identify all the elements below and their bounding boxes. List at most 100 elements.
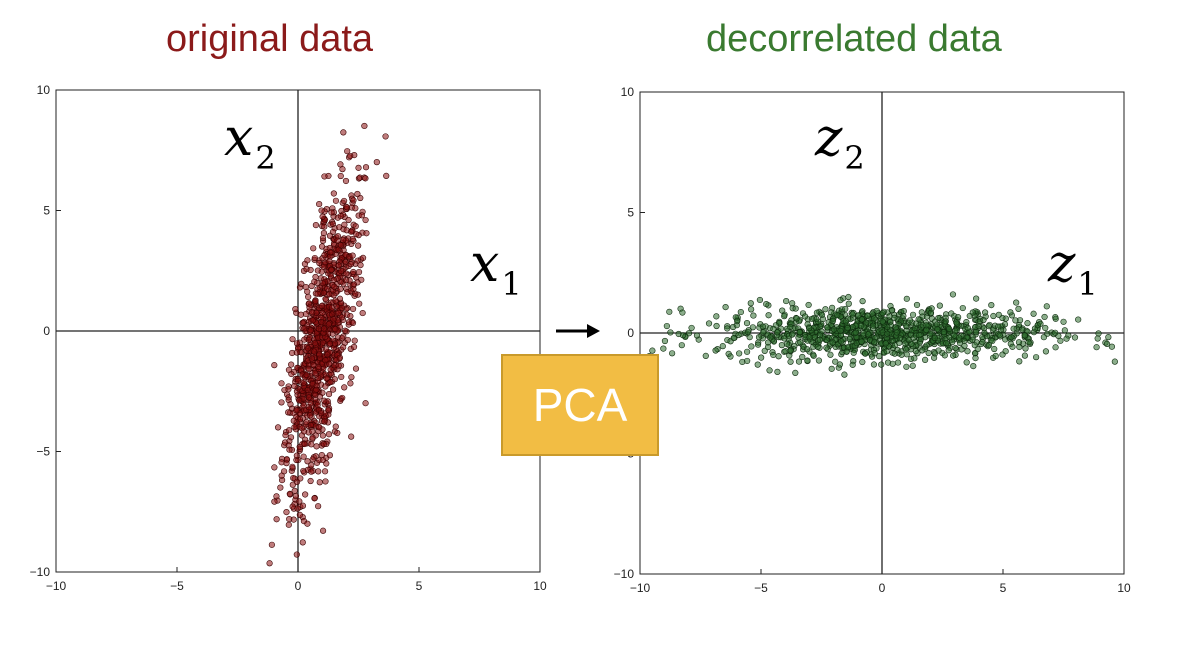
right-data-point bbox=[943, 339, 950, 347]
right-data-point bbox=[797, 339, 804, 346]
left-data-point bbox=[321, 397, 328, 404]
left-data-point bbox=[342, 277, 350, 284]
right-data-point bbox=[688, 324, 695, 332]
right-data-point bbox=[883, 348, 890, 355]
right-data-point bbox=[903, 327, 910, 334]
right-data-point bbox=[975, 322, 982, 330]
right-data-point bbox=[913, 301, 921, 309]
right-data-point bbox=[763, 300, 770, 308]
right-data-point bbox=[1042, 324, 1049, 332]
left-data-point bbox=[318, 207, 325, 214]
right-data-point bbox=[749, 324, 756, 331]
right-data-point bbox=[889, 360, 896, 367]
left-data-point bbox=[311, 495, 318, 502]
right-data-point bbox=[952, 327, 959, 334]
left-data-point bbox=[273, 493, 280, 500]
left-data-point bbox=[281, 439, 289, 446]
left-data-point bbox=[286, 427, 293, 434]
left-data-point bbox=[293, 551, 300, 558]
left-data-point bbox=[310, 245, 317, 252]
right-x-variable-label: z1 bbox=[1048, 234, 1098, 303]
left-data-point bbox=[313, 443, 320, 450]
left-data-point bbox=[300, 319, 307, 326]
left-data-point bbox=[322, 295, 329, 303]
left-data-point bbox=[347, 313, 354, 320]
left-data-point bbox=[343, 204, 351, 211]
right-data-point bbox=[760, 329, 767, 336]
left-data-point bbox=[287, 434, 295, 441]
left-data-point bbox=[280, 468, 288, 475]
right-data-point bbox=[756, 296, 764, 304]
left-y-tick-label: 10 bbox=[37, 83, 51, 97]
left-data-point bbox=[338, 304, 346, 312]
right-data-point bbox=[667, 329, 674, 336]
right-data-point bbox=[823, 344, 830, 351]
right-data-point bbox=[864, 312, 871, 320]
left-data-point bbox=[304, 288, 311, 295]
left-data-point bbox=[359, 254, 367, 261]
right-data-point bbox=[906, 317, 914, 324]
right-data-point bbox=[663, 322, 670, 330]
right-data-point bbox=[1015, 305, 1022, 312]
left-data-point bbox=[274, 424, 282, 431]
left-data-point bbox=[289, 336, 296, 343]
right-points bbox=[646, 291, 1118, 378]
left-data-point bbox=[292, 492, 299, 500]
right-data-point bbox=[1041, 313, 1048, 321]
left-data-point bbox=[323, 375, 330, 382]
right-data-point bbox=[1007, 309, 1014, 316]
right-data-point bbox=[1108, 343, 1116, 350]
left-data-point bbox=[340, 197, 348, 205]
left-data-point bbox=[361, 122, 368, 130]
right-data-point bbox=[988, 301, 995, 309]
right-data-point bbox=[787, 347, 794, 354]
right-data-point bbox=[1075, 316, 1082, 323]
left-data-point bbox=[315, 503, 322, 510]
right-data-point bbox=[949, 338, 956, 346]
right-data-point bbox=[792, 369, 799, 377]
right-data-point bbox=[792, 305, 799, 312]
left-data-point bbox=[321, 252, 328, 259]
left-data-point bbox=[304, 520, 311, 527]
right-data-point bbox=[996, 331, 1003, 339]
left-data-point bbox=[304, 458, 311, 465]
pca-label: PCA bbox=[532, 379, 628, 431]
right-data-point bbox=[824, 324, 831, 331]
left-data-point bbox=[328, 304, 336, 311]
right-data-point bbox=[661, 337, 669, 345]
left-data-point bbox=[301, 325, 308, 332]
right-data-point bbox=[879, 318, 886, 325]
right-data-point bbox=[891, 342, 898, 349]
left-data-point bbox=[349, 236, 356, 243]
right-data-point bbox=[1012, 317, 1019, 324]
right-data-point bbox=[912, 348, 919, 355]
right-data-point bbox=[882, 340, 889, 347]
right-data-point bbox=[859, 358, 866, 366]
right-data-point bbox=[679, 309, 686, 316]
right-data-point bbox=[744, 328, 752, 336]
left-data-point bbox=[347, 152, 354, 160]
right-data-point bbox=[1016, 358, 1023, 365]
right-data-point bbox=[1021, 332, 1028, 339]
left-data-point bbox=[307, 266, 314, 274]
left-data-point bbox=[299, 539, 306, 546]
left-data-point bbox=[273, 516, 280, 523]
left-x-tick-label: −10 bbox=[46, 579, 67, 593]
left-x-tick-label: 5 bbox=[416, 579, 423, 593]
left-data-point bbox=[301, 440, 308, 448]
left-x-tick-label: 0 bbox=[295, 579, 302, 593]
left-data-point bbox=[382, 133, 389, 140]
right-data-point bbox=[832, 358, 839, 365]
right-data-point bbox=[719, 343, 726, 350]
left-data-point bbox=[327, 249, 334, 256]
right-y-tick-label: 0 bbox=[627, 326, 634, 340]
right-data-point bbox=[713, 322, 720, 330]
right-data-point bbox=[859, 298, 866, 305]
left-data-point bbox=[340, 344, 347, 351]
right-data-point bbox=[891, 350, 898, 357]
left-data-point bbox=[283, 509, 290, 516]
left-data-point bbox=[315, 468, 322, 475]
left-data-point bbox=[327, 378, 334, 386]
right-data-point bbox=[989, 337, 996, 345]
left-data-point bbox=[309, 309, 316, 316]
